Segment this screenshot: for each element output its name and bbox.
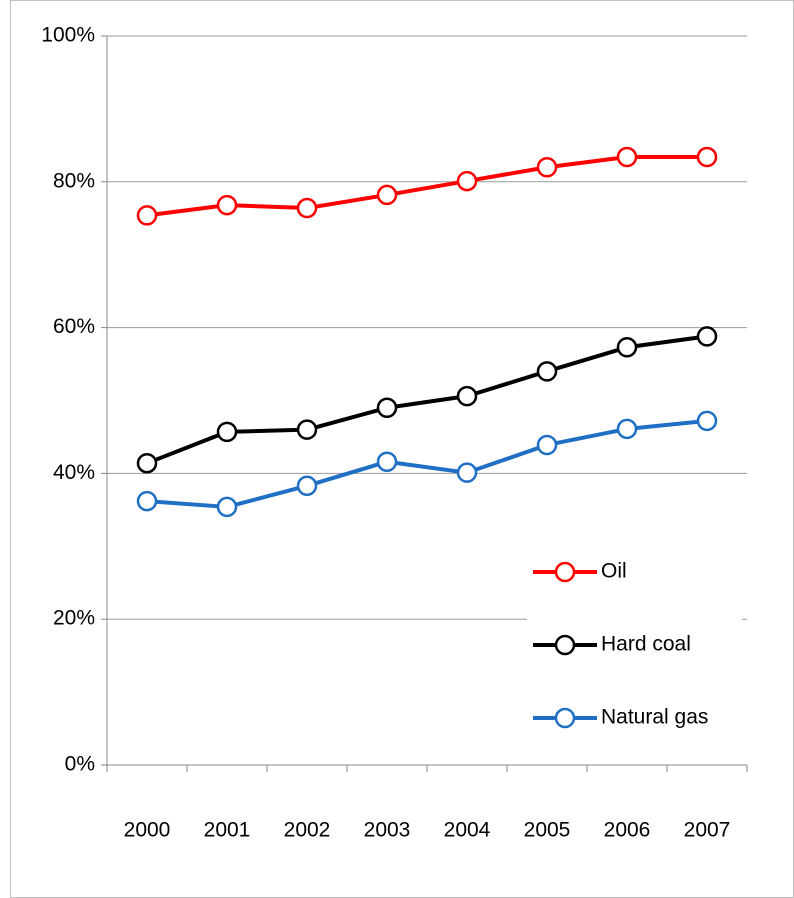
x-tick-label: 2003: [364, 819, 411, 842]
point: [696, 326, 718, 347]
point: [616, 146, 638, 168]
y-tick-label: 80%: [53, 169, 95, 192]
series-line: [146, 334, 708, 466]
x-tick-label: 2007: [684, 819, 731, 842]
legend-label: Oil: [601, 560, 627, 583]
point: [296, 419, 318, 440]
x-tick-label: 2006: [604, 819, 651, 842]
series-line: [146, 155, 707, 218]
y-tick-label: 20%: [53, 607, 95, 630]
legend-marker: [554, 634, 576, 656]
y-tick-label: 100%: [41, 24, 95, 47]
point: [136, 205, 158, 226]
point: [616, 418, 638, 440]
y-tick-label: 0%: [65, 753, 95, 776]
point: [216, 496, 238, 518]
x-tick-label: 2001: [204, 819, 251, 842]
y-tick-label: 40%: [53, 461, 95, 484]
chart-border: [10, 0, 794, 898]
point: [536, 434, 558, 456]
legend-label: Natural gas: [601, 706, 708, 729]
point: [456, 385, 478, 407]
legend-marker: [554, 707, 576, 729]
point: [216, 421, 238, 443]
point: [456, 462, 478, 483]
point: [456, 170, 478, 192]
x-tick-label: 2000: [124, 819, 171, 842]
point: [696, 410, 718, 432]
series-line: [146, 418, 708, 509]
point: [216, 194, 238, 216]
point: [136, 490, 158, 512]
y-tick-label: 60%: [53, 315, 95, 338]
point: [696, 146, 718, 168]
point: [376, 397, 398, 419]
x-tick-label: 2002: [284, 819, 331, 842]
point: [536, 156, 558, 178]
point: [136, 452, 158, 474]
point: [296, 197, 318, 219]
legend-marker: [554, 561, 576, 583]
x-tick-label: 2005: [524, 819, 571, 842]
x-tick-label: 2004: [444, 819, 491, 842]
point: [376, 451, 398, 472]
point: [296, 475, 318, 497]
point: [536, 361, 558, 382]
point: [376, 184, 398, 206]
legend-label: Hard coal: [601, 633, 691, 656]
point: [616, 337, 638, 358]
